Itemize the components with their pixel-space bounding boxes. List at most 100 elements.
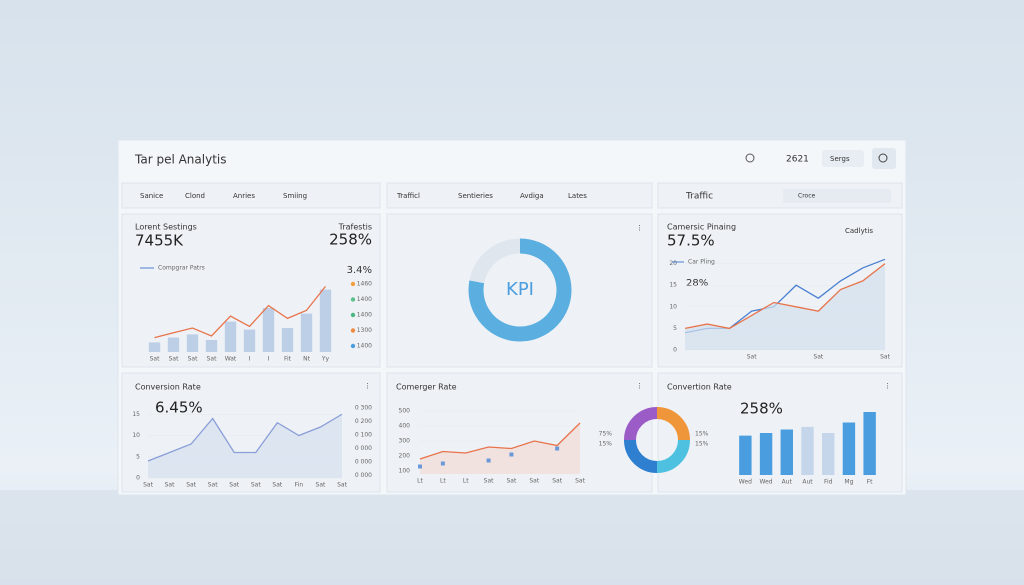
x-tick-label: Sat (880, 354, 890, 361)
side-label: 0 200 (355, 418, 372, 425)
x-tick-label: I (268, 356, 270, 363)
panel-change: 28% (686, 278, 708, 289)
x-tick-label: Sat (208, 482, 218, 489)
tab-bar: Traffic Croce (121, 182, 903, 209)
menu-dots[interactable]: ⋮ (364, 382, 371, 390)
tab[interactable]: Avdiga (520, 192, 544, 200)
tab[interactable]: Anries (233, 192, 255, 200)
x-tick-label: Sat (337, 482, 347, 489)
x-tick-label: Sat (165, 482, 175, 489)
line (147, 413, 343, 462)
side-label: 0 100 (355, 432, 372, 439)
bar (822, 433, 835, 475)
search-icon[interactable] (745, 153, 755, 163)
legend-dot (350, 312, 356, 318)
x-tick-label: Lt (463, 478, 469, 485)
tab[interactable]: Sanice (140, 192, 163, 200)
x-tick-label: Sat (272, 482, 282, 489)
scatter-point (555, 446, 560, 451)
side-label: 1460 (357, 281, 372, 288)
y-tick-label: 0 (673, 347, 677, 354)
menu-dots[interactable]: ⋮ (636, 224, 643, 232)
tab[interactable]: Lates (568, 192, 587, 200)
x-tick-label: Sat (150, 356, 160, 363)
bar (167, 337, 180, 352)
y-tick-label: 0 (136, 475, 140, 482)
panel-title: Lorent Sestings (135, 223, 197, 232)
panel-side-value: 258% (329, 231, 372, 249)
donut-segment (624, 439, 658, 473)
x-tick-label: Nt (303, 356, 310, 363)
search-button[interactable] (872, 148, 896, 169)
side-label: 0 000 (355, 445, 372, 452)
side-label: 1400 (357, 312, 372, 319)
menu-dots[interactable]: ⋮ (884, 382, 891, 390)
tab[interactable]: Smiing (283, 192, 307, 200)
x-tick-label: Sat (207, 356, 217, 363)
line-area (148, 414, 342, 478)
y-tick-label: 100 (399, 468, 411, 475)
bar (759, 433, 773, 475)
x-tick-label: Wed (760, 479, 773, 486)
bar (205, 340, 218, 352)
x-tick-label: Sat (813, 354, 823, 361)
x-tick-label: Sat (143, 482, 153, 489)
donut-side-label: 75% (599, 431, 613, 438)
x-tick-label: Lt (417, 478, 423, 485)
x-tick-label: Aut (802, 479, 813, 486)
panel-value: 258% (740, 400, 783, 418)
tab-panel (386, 182, 653, 209)
panel-dropdown: Cadlytis (845, 227, 873, 235)
panel-title: Camersic Pinaing (667, 223, 736, 232)
bar (281, 328, 294, 352)
legend-dot (350, 297, 356, 302)
donut-label: KPI (506, 279, 534, 300)
y-tick-label: 15 (669, 282, 677, 289)
side-label: 1300 (357, 327, 372, 334)
bar (243, 329, 256, 352)
tab[interactable]: Sentieries (458, 192, 493, 200)
x-tick-label: I (249, 356, 251, 363)
x-tick-label: Sat (251, 482, 261, 489)
donut-side-label: 15% (695, 441, 709, 448)
search-placeholder[interactable]: Croce (798, 193, 815, 200)
filter-select[interactable]: Sergs (830, 155, 850, 163)
bar (186, 334, 199, 352)
donut-side-label: 15% (695, 431, 709, 438)
search-field[interactable] (783, 189, 891, 203)
line-area (685, 263, 885, 350)
x-tick-label: Wat (225, 356, 237, 363)
bar (319, 289, 332, 352)
filter-box[interactable] (822, 150, 864, 167)
donut-segment (656, 439, 690, 473)
x-tick-label: Sat (229, 482, 239, 489)
line (419, 422, 581, 460)
x-tick-label: Mg (844, 479, 853, 486)
y-tick-label: 5 (136, 453, 140, 460)
panel-title: Conversion Rate (135, 383, 201, 392)
panel-value: 6.45% (155, 399, 203, 417)
donut-segment (468, 238, 572, 342)
tab[interactable]: Clond (185, 192, 205, 200)
bar (262, 308, 275, 352)
x-tick-label: Sat (169, 356, 179, 363)
y-tick-label: 500 (399, 408, 411, 415)
bar (739, 435, 752, 475)
search-button-icon (878, 153, 888, 163)
side-label: 0 000 (355, 472, 372, 479)
x-tick-label: Sat (507, 478, 517, 485)
x-tick-label: Sat (188, 356, 198, 363)
panel-side-title: Trafestis (338, 223, 372, 232)
x-tick-label: Sat (747, 354, 757, 361)
y-tick-label: 10 (132, 432, 140, 439)
x-tick-label: Lt (440, 478, 446, 485)
line (154, 285, 327, 339)
donut-segment (624, 407, 658, 441)
x-tick-label: Yy (321, 356, 330, 363)
period-select[interactable]: 2621 (786, 155, 809, 165)
tab[interactable]: Trafficl (396, 192, 420, 200)
x-tick-label: Sat (484, 478, 494, 485)
panel-change: 3.4% (347, 265, 372, 276)
menu-dots[interactable]: ⋮ (636, 382, 643, 390)
line (684, 263, 886, 330)
